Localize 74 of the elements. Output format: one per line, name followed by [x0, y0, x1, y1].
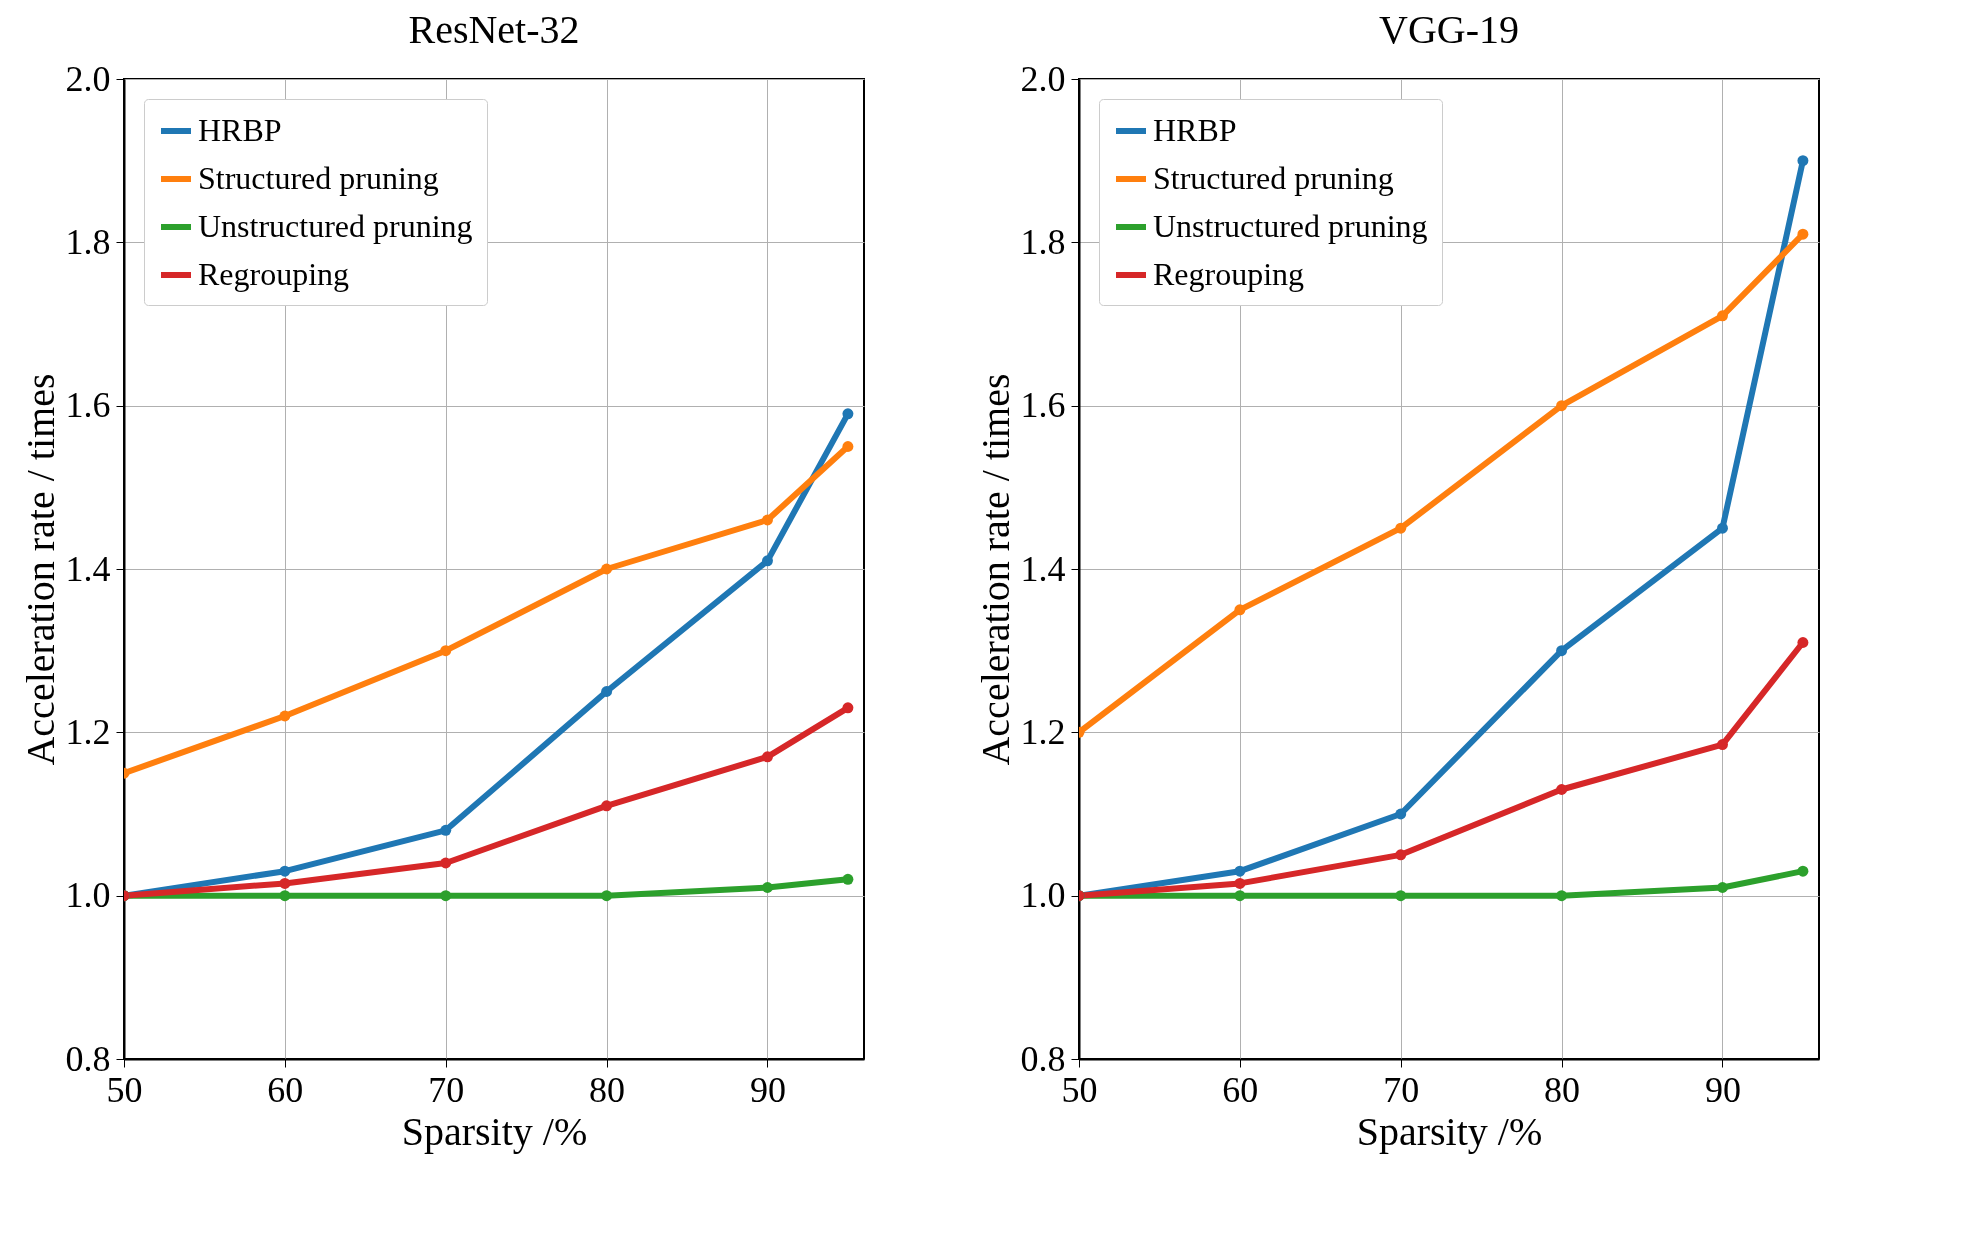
x-tick-label: 80: [589, 1069, 626, 1110]
x-tick-label: 70: [1383, 1069, 1420, 1110]
point: [279, 877, 291, 889]
y-tick-label: 2.0: [1020, 58, 1066, 99]
point: [1556, 784, 1568, 795]
point: [440, 824, 452, 836]
point: [1797, 865, 1809, 877]
point: [1395, 808, 1407, 820]
y-tick-label: 1.0: [65, 875, 111, 916]
y-axis-title: Acceleration rate / times: [972, 373, 1018, 766]
point: [440, 890, 452, 902]
chart-title: ResNet-32: [408, 7, 580, 52]
legend-label: Regrouping: [1153, 256, 1305, 292]
chart-title: VGG-19: [1379, 7, 1519, 52]
point: [1717, 739, 1728, 751]
y-axis-title: Acceleration rate / times: [17, 373, 63, 766]
point: [440, 857, 452, 869]
point: [762, 882, 773, 893]
point: [1717, 522, 1728, 534]
point: [1556, 890, 1568, 902]
x-tick-label: 90: [749, 1069, 786, 1110]
legend-label: HRBP: [198, 112, 282, 148]
point: [1395, 522, 1407, 534]
point: [601, 890, 613, 902]
x-tick-label: 90: [1704, 1069, 1741, 1110]
y-tick-label: 1.8: [1020, 221, 1066, 262]
point: [601, 800, 613, 812]
point: [762, 514, 773, 526]
legend-label: Structured pruning: [1153, 160, 1394, 196]
x-axis-title: Sparsity /%: [1356, 1108, 1543, 1154]
point: [1556, 400, 1568, 412]
point: [601, 686, 613, 697]
x-tick-label: 80: [1544, 1069, 1581, 1110]
y-tick-label: 1.2: [65, 711, 111, 752]
y-tick-label: 1.4: [65, 548, 111, 589]
legend-label: Unstructured pruning: [198, 208, 473, 244]
x-tick-label: 70: [428, 1069, 465, 1110]
point: [842, 873, 854, 885]
point: [842, 408, 854, 420]
point: [762, 751, 773, 763]
point: [1797, 637, 1809, 648]
point: [1395, 849, 1407, 861]
point: [1234, 890, 1246, 902]
y-tick-label: 1.0: [1020, 875, 1066, 916]
x-tick-label: 60: [1222, 1069, 1259, 1110]
legend-label: HRBP: [1153, 112, 1237, 148]
legend-label: Unstructured pruning: [1153, 208, 1428, 244]
point: [601, 563, 613, 575]
point: [842, 441, 854, 452]
point: [1234, 877, 1246, 889]
point: [762, 555, 773, 567]
x-tick-label: 60: [267, 1069, 304, 1110]
y-tick-label: 1.4: [1020, 548, 1066, 589]
point: [1797, 228, 1809, 240]
point: [1717, 882, 1728, 893]
point: [842, 702, 854, 714]
point: [1395, 890, 1407, 902]
x-axis-title: Sparsity /%: [401, 1108, 588, 1154]
point: [1556, 645, 1568, 657]
y-tick-label: 1.2: [1020, 711, 1066, 752]
point: [279, 865, 291, 877]
point: [1234, 865, 1246, 877]
point: [1717, 310, 1728, 322]
y-tick-label: 1.6: [1020, 385, 1066, 426]
legend-label: Regrouping: [198, 256, 350, 292]
point: [1797, 155, 1809, 167]
point: [279, 890, 291, 902]
point: [440, 645, 452, 657]
point: [1234, 604, 1246, 616]
y-tick-label: 2.0: [65, 58, 111, 99]
y-tick-label: 1.6: [65, 385, 111, 426]
y-tick-label: 1.8: [65, 221, 111, 262]
point: [279, 710, 291, 722]
legend-label: Structured pruning: [198, 160, 439, 196]
